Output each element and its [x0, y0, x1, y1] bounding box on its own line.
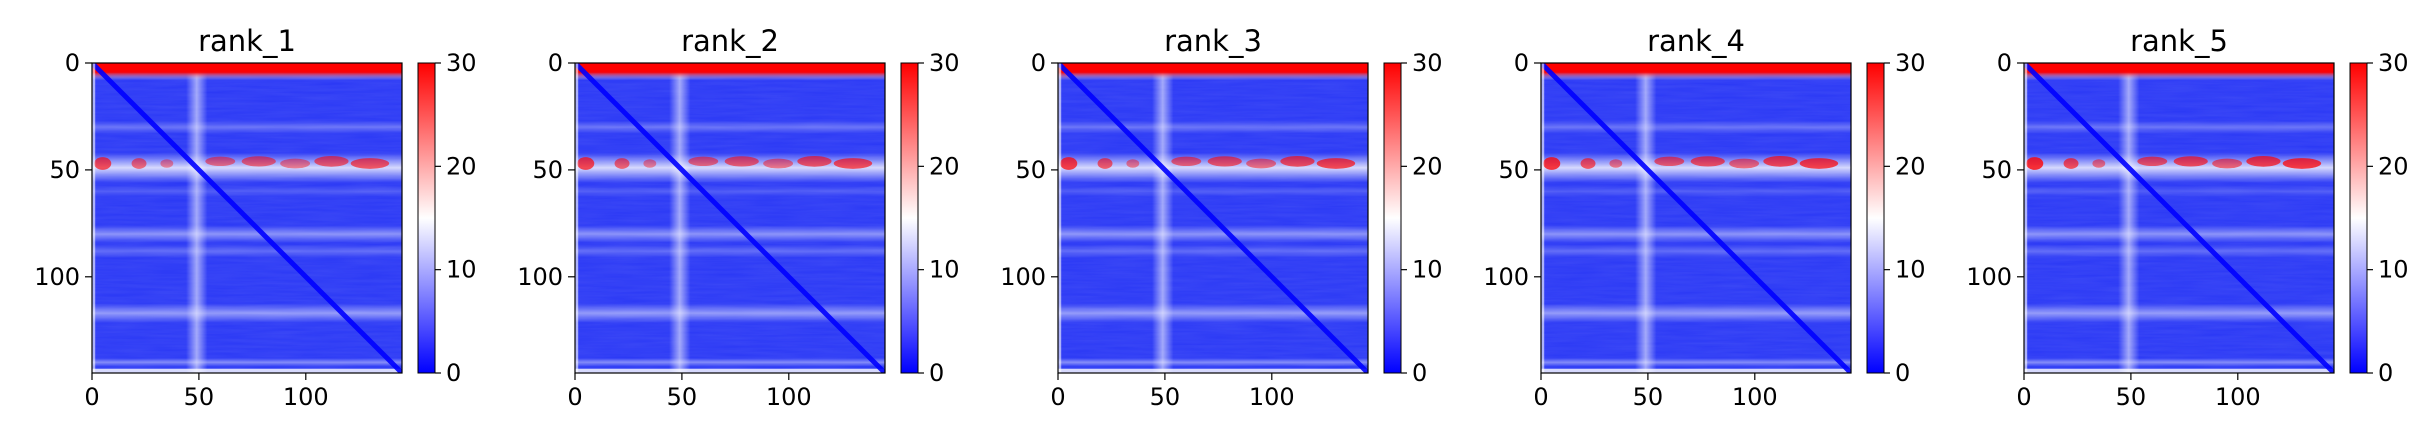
- colorbar-tick-label: 0: [446, 359, 461, 387]
- y-tick-label: 100: [517, 263, 563, 291]
- colorbar: [900, 62, 919, 374]
- x-tick-label: 0: [1050, 383, 1065, 411]
- colorbar-tick-label: 0: [1895, 359, 1910, 387]
- colorbar-tick-label: 20: [446, 152, 477, 180]
- heatmap-panel-4: rank_4 0 50 100 0 50 100 0 10 20 30: [1483, 24, 1925, 411]
- heatmap-image: [1058, 63, 1368, 373]
- x-tick-label: 50: [184, 383, 215, 411]
- panel-title: rank_4: [1647, 24, 1745, 58]
- x-tick-label: 0: [2016, 383, 2031, 411]
- y-tick-label: 50: [1498, 156, 1529, 184]
- colorbar: [2349, 62, 2368, 374]
- y-tick-label: 0: [1997, 49, 2012, 77]
- y-tick-label: 0: [548, 49, 563, 77]
- heatmap-image: [1541, 63, 1851, 373]
- y-tick-label: 50: [532, 156, 563, 184]
- colorbar-tick-label: 20: [929, 152, 960, 180]
- colorbar-tick-label: 0: [929, 359, 944, 387]
- panel-title: rank_1: [198, 24, 296, 58]
- colorbar-tick-label: 10: [1895, 256, 1926, 284]
- x-tick-label: 50: [2116, 383, 2147, 411]
- heatmap-image: [92, 63, 402, 373]
- colorbar-tick-label: 20: [2378, 152, 2409, 180]
- x-tick-label: 100: [1249, 383, 1295, 411]
- y-tick-label: 0: [1514, 49, 1529, 77]
- colorbar-tick-label: 10: [929, 256, 960, 284]
- panel-title: rank_5: [2130, 24, 2228, 58]
- colorbar-tick-label: 10: [1412, 256, 1443, 284]
- x-tick-label: 50: [1633, 383, 1664, 411]
- colorbar-tick-label: 30: [446, 49, 477, 77]
- axes-frame: [1540, 62, 1852, 374]
- heatmap-image: [575, 63, 885, 373]
- y-tick-label: 100: [1966, 263, 2012, 291]
- x-tick-label: 50: [667, 383, 698, 411]
- x-tick-label: 0: [1533, 383, 1548, 411]
- colorbar-tick-label: 20: [1412, 152, 1443, 180]
- x-tick-label: 100: [1732, 383, 1778, 411]
- axes-frame: [91, 62, 403, 374]
- x-tick-label: 100: [2215, 383, 2261, 411]
- colorbar-tick-label: 10: [2378, 256, 2409, 284]
- axes-frame: [2023, 62, 2335, 374]
- panel-title: rank_3: [1164, 24, 1262, 58]
- y-tick-label: 100: [1483, 263, 1529, 291]
- colorbar: [1383, 62, 1402, 374]
- colorbar-tick-label: 20: [1895, 152, 1926, 180]
- x-tick-label: 0: [84, 383, 99, 411]
- heatmap-panel-1: rank_1 0 50 100 0 50 100 0 10 20 30: [34, 24, 476, 411]
- heatmap-panel-3: rank_3 0 50 100 0 50 100 0 10 20 30: [1000, 24, 1442, 411]
- colorbar-tick-label: 10: [446, 256, 477, 284]
- x-tick-label: 0: [567, 383, 582, 411]
- axes-frame: [1057, 62, 1369, 374]
- colorbar-tick-label: 30: [1412, 49, 1443, 77]
- y-tick-label: 50: [1015, 156, 1046, 184]
- y-tick-label: 100: [1000, 263, 1046, 291]
- colorbar-tick-label: 30: [2378, 49, 2409, 77]
- colorbar-tick-label: 30: [929, 49, 960, 77]
- colorbar: [417, 62, 436, 374]
- colorbar-tick-label: 0: [2378, 359, 2393, 387]
- y-tick-label: 50: [1981, 156, 2012, 184]
- y-tick-label: 50: [49, 156, 80, 184]
- x-tick-label: 100: [766, 383, 812, 411]
- y-tick-label: 0: [65, 49, 80, 77]
- colorbar-tick-label: 30: [1895, 49, 1926, 77]
- axes-frame: [574, 62, 886, 374]
- y-tick-label: 100: [34, 263, 80, 291]
- heatmap-panel-2: rank_2 0 50 100 0 50 100 0 10 20 30: [517, 24, 959, 411]
- y-tick-label: 0: [1031, 49, 1046, 77]
- heatmap-panel-5: rank_5 0 50 100 0 50 100 0 10 20 30: [1966, 24, 2408, 411]
- x-tick-label: 50: [1150, 383, 1181, 411]
- heatmap-image: [2024, 63, 2334, 373]
- panel-title: rank_2: [681, 24, 779, 58]
- x-tick-label: 100: [283, 383, 329, 411]
- colorbar: [1866, 62, 1885, 374]
- colorbar-tick-label: 0: [1412, 359, 1427, 387]
